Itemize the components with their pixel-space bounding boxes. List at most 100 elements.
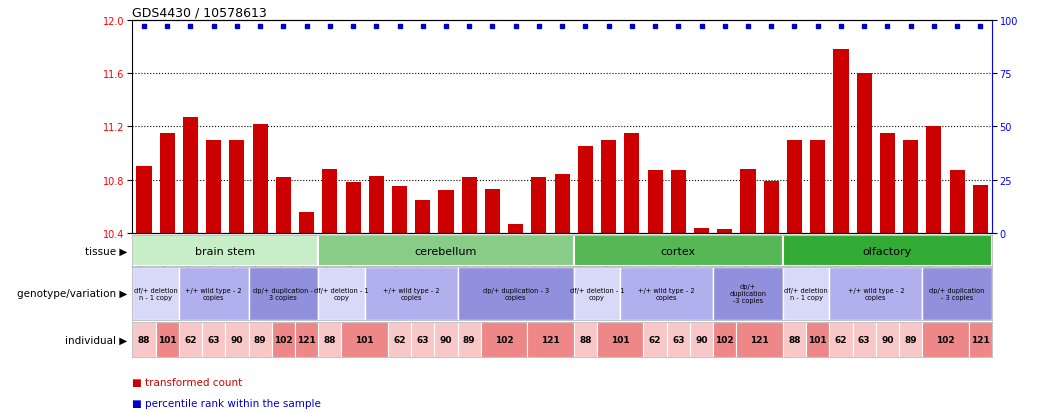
Text: dp/+ duplication - 3
copies: dp/+ duplication - 3 copies: [482, 287, 549, 300]
Text: 90: 90: [230, 335, 243, 344]
Bar: [415, 200, 430, 233]
Text: olfactory: olfactory: [863, 246, 912, 256]
Text: individual ▶: individual ▶: [65, 335, 127, 345]
Bar: [624, 134, 640, 233]
Bar: [620, 267, 713, 320]
Text: tissue ▶: tissue ▶: [84, 246, 127, 256]
Text: 102: 102: [274, 335, 293, 344]
Text: df/+ deletion
n - 1 copy: df/+ deletion n - 1 copy: [133, 287, 177, 300]
Bar: [295, 322, 318, 357]
Bar: [252, 124, 268, 233]
Text: dp/+
duplication
-3 copies: dp/+ duplication -3 copies: [729, 284, 767, 304]
Bar: [137, 167, 151, 233]
Bar: [318, 322, 342, 357]
Bar: [829, 267, 922, 320]
Bar: [717, 229, 733, 233]
Bar: [737, 322, 783, 357]
Bar: [272, 322, 295, 357]
Text: 121: 121: [541, 335, 560, 344]
Text: df/+ deletion
n - 1 copy: df/+ deletion n - 1 copy: [785, 287, 828, 300]
Bar: [248, 322, 272, 357]
Text: 121: 121: [750, 335, 769, 344]
Bar: [601, 140, 616, 233]
Bar: [439, 191, 453, 233]
Bar: [899, 322, 922, 357]
Bar: [597, 322, 644, 357]
Bar: [299, 212, 314, 233]
Text: 88: 88: [324, 335, 337, 344]
Bar: [318, 235, 574, 266]
Bar: [647, 171, 663, 233]
Bar: [783, 235, 992, 266]
Bar: [694, 228, 710, 233]
Text: 121: 121: [971, 335, 990, 344]
Bar: [554, 175, 570, 233]
Bar: [392, 187, 407, 233]
Text: +/+ wild type - 2
copies: +/+ wild type - 2 copies: [382, 287, 440, 300]
Bar: [969, 322, 992, 357]
Text: brain stem: brain stem: [195, 246, 255, 256]
Bar: [318, 267, 365, 320]
Text: 101: 101: [809, 335, 827, 344]
Bar: [155, 322, 179, 357]
Text: 90: 90: [440, 335, 452, 344]
Bar: [713, 322, 737, 357]
Text: 102: 102: [495, 335, 514, 344]
Text: 62: 62: [393, 335, 405, 344]
Bar: [973, 185, 988, 233]
Bar: [248, 267, 318, 320]
Text: 101: 101: [158, 335, 176, 344]
Text: 62: 62: [835, 335, 847, 344]
Text: df/+ deletion - 1
copy: df/+ deletion - 1 copy: [315, 287, 369, 300]
Bar: [852, 322, 876, 357]
Text: 101: 101: [611, 335, 629, 344]
Text: 88: 88: [138, 335, 150, 344]
Bar: [922, 322, 969, 357]
Bar: [671, 171, 686, 233]
Bar: [807, 322, 829, 357]
Bar: [531, 178, 546, 233]
Text: +/+ wild type - 2
copies: +/+ wild type - 2 copies: [185, 287, 242, 300]
Bar: [787, 140, 802, 233]
Bar: [903, 140, 918, 233]
Bar: [926, 127, 942, 233]
Bar: [741, 169, 755, 233]
Bar: [811, 140, 825, 233]
Text: GDS4430 / 10578613: GDS4430 / 10578613: [132, 7, 267, 19]
Bar: [132, 267, 179, 320]
Bar: [365, 267, 457, 320]
Bar: [508, 224, 523, 233]
Bar: [412, 322, 435, 357]
Bar: [229, 140, 245, 233]
Bar: [369, 176, 383, 233]
Bar: [179, 267, 248, 320]
Bar: [346, 183, 361, 233]
Bar: [342, 322, 388, 357]
Text: dp/+ duplication -
3 copies: dp/+ duplication - 3 copies: [253, 287, 314, 300]
Text: ■ transformed count: ■ transformed count: [132, 377, 243, 387]
Text: cortex: cortex: [661, 246, 696, 256]
Bar: [206, 140, 221, 233]
Bar: [667, 322, 690, 357]
Text: +/+ wild type - 2
copies: +/+ wild type - 2 copies: [847, 287, 904, 300]
Text: dp/+ duplication
- 3 copies: dp/+ duplication - 3 copies: [929, 287, 985, 300]
Text: 89: 89: [463, 335, 475, 344]
Bar: [527, 322, 574, 357]
Bar: [574, 267, 620, 320]
Bar: [644, 322, 667, 357]
Text: 102: 102: [936, 335, 954, 344]
Text: 121: 121: [297, 335, 316, 344]
Bar: [574, 322, 597, 357]
Bar: [480, 322, 527, 357]
Text: 63: 63: [417, 335, 429, 344]
Bar: [159, 134, 175, 233]
Bar: [783, 322, 807, 357]
Text: 90: 90: [882, 335, 894, 344]
Bar: [857, 74, 872, 233]
Bar: [876, 322, 899, 357]
Text: 89: 89: [904, 335, 917, 344]
Bar: [764, 181, 778, 233]
Text: ■ percentile rank within the sample: ■ percentile rank within the sample: [132, 398, 321, 408]
Bar: [276, 178, 291, 233]
Bar: [202, 322, 225, 357]
